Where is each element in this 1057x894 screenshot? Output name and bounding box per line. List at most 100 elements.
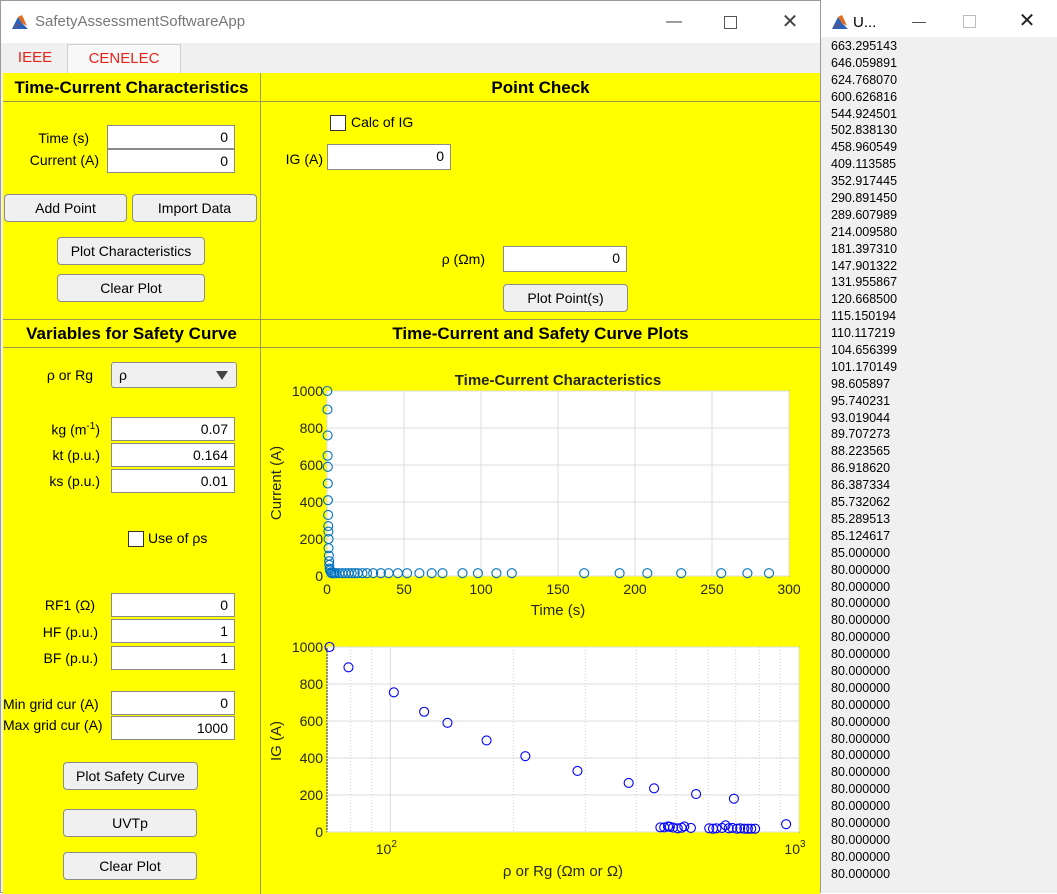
title-bar: SafetyAssessmentSoftwareApp — ✕	[1, 1, 822, 43]
matlab-icon	[12, 15, 28, 29]
uvt-list-item: 86.387334	[831, 478, 891, 493]
uvt-list-item: 115.150194	[831, 309, 897, 324]
tab-cenelec[interactable]: CENELEC	[67, 44, 181, 73]
chart2-data-point	[742, 823, 753, 834]
uvt-list-item: 80.000000	[831, 596, 891, 611]
plot-points-button[interactable]: Plot Point(s)	[503, 284, 628, 312]
chart1-xtick-label: 300	[777, 581, 801, 597]
uvt-list-item: 85.000000	[831, 545, 891, 560]
uvt-list-area	[821, 37, 1057, 893]
uvt-list-item: 646.059891	[831, 55, 898, 70]
chart2-ytick-label: 800	[300, 676, 324, 692]
kg-input[interactable]: 0.07	[111, 417, 235, 441]
uvt-list-item: 80.000000	[831, 613, 891, 628]
kt-label: kt (p.u.)	[52, 447, 100, 463]
chart2-data-point	[704, 823, 715, 834]
ig-input[interactable]: 0	[327, 144, 451, 170]
bf-label: BF (p.u.)	[43, 650, 98, 666]
min-grid-input[interactable]: 0	[111, 691, 235, 715]
chart1-data-point	[349, 568, 360, 579]
uvt-list-item: 88.223565	[831, 444, 891, 459]
chart2-ytick-label: 600	[300, 713, 324, 729]
maximize-button[interactable]	[707, 9, 753, 35]
uvt-list-item: 95.740231	[831, 393, 891, 408]
close-button[interactable]: ✕	[781, 11, 799, 33]
uvt-list-item: 409.113585	[831, 157, 897, 172]
chart1-data-point	[676, 568, 687, 579]
uvt-window-title: U...	[853, 14, 877, 31]
uvt-list-item: 131.955867	[831, 275, 898, 290]
plot-safety-curve-button[interactable]: Plot Safety Curve	[63, 762, 198, 790]
add-point-button[interactable]: Add Point	[4, 194, 127, 222]
clear-plot-button[interactable]: Clear Plot	[57, 274, 205, 302]
chart2-data-point	[727, 822, 738, 833]
max-grid-label: Max grid cur (A)	[3, 717, 103, 733]
rf1-input[interactable]: 0	[111, 593, 235, 617]
chart1-xtick-label: 100	[469, 581, 493, 597]
bf-input[interactable]: 1	[111, 646, 235, 670]
uvt-close-button[interactable]: ✕	[1018, 10, 1036, 32]
ks-input[interactable]: 0.01	[111, 469, 235, 493]
chart1-data-point	[491, 568, 502, 579]
chart2-ytick-label: 400	[300, 750, 324, 766]
uvt-list-item: 80.000000	[831, 832, 891, 847]
chart2-xtick-label: 103	[784, 839, 806, 857]
rho-label: ρ (Ωm)	[441, 251, 485, 267]
chart1-xlabel: Time (s)	[531, 602, 585, 619]
chart1-data-point	[716, 568, 727, 579]
import-data-button[interactable]: Import Data	[132, 194, 257, 222]
clear-safety-plot-button[interactable]: Clear Plot	[63, 852, 197, 880]
uvt-list-item: 80.000000	[831, 782, 891, 797]
uvt-list-item: 80.000000	[831, 663, 891, 678]
rf1-label: RF1 (Ω)	[44, 597, 95, 613]
use-rhos-checkbox[interactable]	[128, 531, 144, 547]
rho-rg-dropdown[interactable]: ρ	[111, 362, 237, 388]
uvt-list-item: 93.019044	[831, 410, 891, 425]
chart1-points	[322, 385, 775, 579]
chart2-data-point	[720, 820, 731, 831]
chart2-ytick-label: 200	[300, 787, 324, 803]
chart2-data-point	[750, 823, 761, 834]
chart1-xtick-label: 50	[396, 581, 412, 597]
chart2-data-point	[746, 823, 757, 834]
uvt-list-item: 80.000000	[831, 849, 891, 864]
time-input[interactable]: 0	[107, 125, 235, 149]
chart1-ytick-label: 1000	[292, 383, 323, 399]
hf-input[interactable]: 1	[111, 619, 235, 643]
plot-characteristics-button[interactable]: Plot Characteristics	[57, 237, 205, 265]
chart1-data-point	[322, 450, 333, 461]
chart1-data-point	[323, 521, 334, 532]
chart1-data-point	[322, 430, 333, 441]
minimize-button[interactable]: —	[666, 13, 682, 30]
tab-ieee[interactable]: IEEE	[17, 49, 53, 66]
uvt-minimize-button[interactable]: —	[912, 13, 926, 29]
window-title: SafetyAssessmentSoftwareApp	[35, 13, 246, 30]
uvt-list-item: 80.000000	[831, 562, 891, 577]
chart2-data-point	[711, 823, 722, 834]
chart2-data-point	[649, 783, 660, 794]
chart1-data-point	[322, 495, 333, 506]
chart1-data-point	[579, 568, 590, 579]
dropdown-arrow-icon	[216, 371, 228, 380]
max-grid-input[interactable]: 1000	[111, 716, 235, 740]
chart1-data-point	[375, 568, 386, 579]
uvt-list-item: 80.000000	[831, 630, 891, 645]
chart2-data-point	[679, 821, 690, 832]
calc-ig-checkbox[interactable]	[330, 115, 346, 131]
uvt-list-item: 663.295143	[831, 39, 898, 53]
chart2-data-point	[481, 735, 492, 746]
uvt-list-item: 214.009580	[831, 224, 898, 239]
chart2-data-point	[735, 823, 746, 834]
point-check-panel-title: Point Check	[491, 78, 590, 97]
safety-curve-chart: 102 103 0 200 400 600 800 1000 ρ or Rg (Ωm or Ω…	[268, 639, 806, 880]
chart1-data-point	[414, 568, 425, 579]
current-input[interactable]: 0	[107, 149, 235, 173]
uvt-list-item: 544.924501	[831, 106, 898, 121]
chart1-data-point	[323, 543, 334, 554]
uvt-list-item: 181.397310	[831, 241, 898, 256]
rho-input[interactable]: 0	[503, 246, 627, 272]
panel-divider	[260, 73, 261, 894]
kt-input[interactable]: 0.164	[111, 443, 235, 467]
uvtp-button[interactable]: UVTp	[63, 809, 197, 837]
uvt-maximize-button[interactable]	[949, 8, 989, 34]
